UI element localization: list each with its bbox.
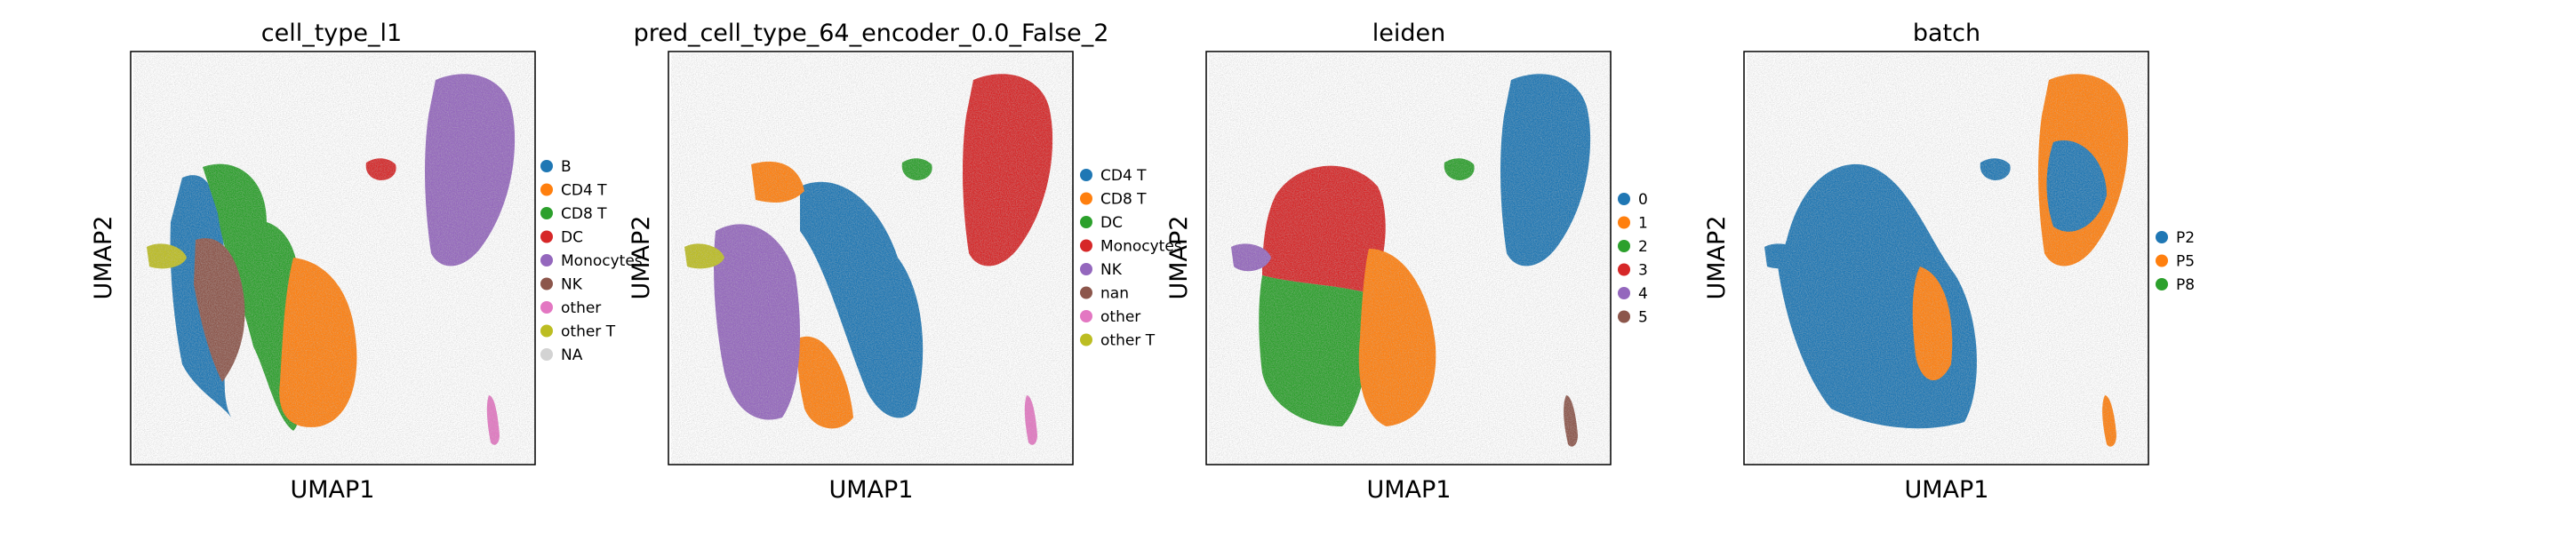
y-axis-label: UMAP2 (1165, 216, 1193, 300)
x-axis-label: UMAP1 (829, 476, 914, 504)
legend-label: NK (1100, 261, 1123, 279)
legend-label: other T (1100, 332, 1156, 350)
legend-label: 0 (1638, 191, 1648, 209)
scatter-texture (1209, 53, 1612, 465)
x-axis-label: UMAP1 (1367, 476, 1452, 504)
y-axis-label: UMAP2 (90, 216, 117, 300)
legend-label: 5 (1638, 309, 1648, 327)
panel-title: cell_type_l1 (261, 20, 402, 47)
legend-label: CD8 T (1100, 191, 1147, 209)
panel-pred-cell-type: pred_cell_type_64_encoder_0.0_False_2 UM… (628, 20, 1182, 504)
legend-label: B (561, 158, 572, 176)
legend-marker (1080, 192, 1092, 205)
legend-label: DC (1100, 214, 1123, 232)
legend-label: CD4 T (561, 182, 607, 200)
legend-marker (1080, 263, 1092, 275)
scatter-texture (1747, 53, 2149, 465)
legend-marker (1618, 216, 1630, 229)
legend-label: other (561, 299, 601, 317)
plot-frame (1743, 51, 2149, 465)
plot-frame (1205, 51, 1612, 465)
panel-leiden: leiden UMAP1 UMAP2 0 1 2 3 4 5 (1165, 20, 1648, 504)
legend-label: CD4 T (1100, 167, 1147, 185)
x-axis-label: UMAP1 (1905, 476, 1989, 504)
legend-marker (1618, 193, 1630, 205)
y-axis-label: UMAP2 (1703, 216, 1731, 300)
legend-marker (2156, 231, 2168, 243)
legend-label: 3 (1638, 262, 1648, 280)
legend-label: 1 (1638, 215, 1648, 233)
legend-marker (1618, 287, 1630, 299)
legend-marker (1080, 169, 1092, 181)
legend-marker (540, 160, 553, 172)
plot-frame (668, 51, 1074, 465)
legend-label: other (1100, 308, 1140, 326)
legend-marker (2156, 254, 2168, 267)
scatter-texture (671, 53, 1074, 465)
legend-label: 4 (1638, 285, 1648, 303)
plot-frame (130, 51, 536, 465)
legend-marker (540, 207, 553, 219)
legend-marker (540, 301, 553, 314)
y-axis-label: UMAP2 (628, 216, 655, 300)
legend: B CD4 T CD8 T DC Monocytes NK other other T NA (540, 158, 643, 364)
legend-marker (540, 183, 553, 196)
legend-marker (1080, 286, 1092, 299)
panel-title: leiden (1372, 20, 1445, 47)
legend-label: NA (561, 346, 583, 364)
legend-marker (1080, 216, 1092, 228)
legend-marker (1080, 239, 1092, 252)
legend-label: nan (1100, 285, 1129, 303)
legend-label: P2 (2176, 229, 2195, 247)
legend-marker (540, 324, 553, 338)
legend: CD4 T CD8 T DC Monocytes NK nan other other T (1080, 167, 1182, 350)
x-axis-label: UMAP1 (291, 476, 375, 504)
panel-title: pred_cell_type_64_encoder_0.0_False_2 (634, 20, 1109, 47)
legend-marker (2156, 278, 2168, 290)
legend-marker (540, 230, 553, 243)
legend-label: P8 (2176, 276, 2195, 294)
legend-marker (1080, 310, 1092, 322)
scatter-texture (133, 53, 536, 465)
legend: 0 1 2 3 4 5 (1618, 191, 1648, 327)
legend-label: NK (561, 276, 583, 294)
panel-title: batch (1913, 20, 1980, 47)
panel-cell-type-l1: cell_type_l1 UMAP1 UMAP2 B CD4 T CD8 T DC Mo… (90, 20, 643, 504)
legend-label: DC (561, 229, 583, 247)
legend-marker (540, 348, 553, 361)
legend-label: Monocytes (1100, 238, 1182, 256)
legend: P2 P5 P8 (2156, 229, 2195, 294)
legend-marker (1618, 263, 1630, 276)
legend-marker (540, 277, 553, 290)
legend-label: Monocytes (561, 252, 643, 270)
legend-label: 2 (1638, 238, 1648, 256)
legend-label: other T (561, 323, 616, 341)
panel-batch: batch UMAP1 UMAP2 P2 P5 P8 (1703, 20, 2195, 504)
legend-marker (1618, 310, 1630, 323)
legend-marker (1080, 333, 1092, 346)
legend-label: CD8 T (561, 205, 607, 223)
legend-label: P5 (2176, 253, 2195, 271)
legend-marker (540, 254, 553, 266)
legend-marker (1618, 240, 1630, 252)
